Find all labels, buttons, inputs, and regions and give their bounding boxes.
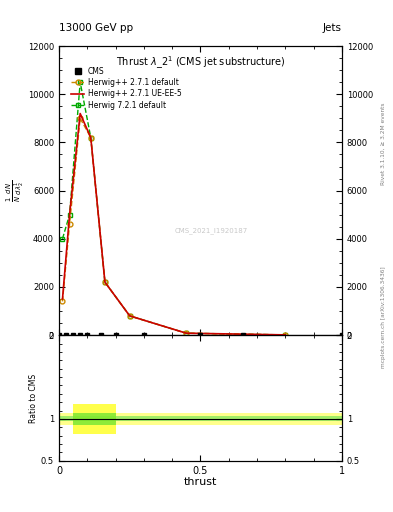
Text: 13000 GeV pp: 13000 GeV pp [59,23,133,33]
Bar [73,413,116,425]
X-axis label: thrust: thrust [184,477,217,487]
Y-axis label: Ratio to CMS: Ratio to CMS [29,373,38,422]
Text: CMS_2021_I1920187: CMS_2021_I1920187 [175,228,248,234]
Bar [73,404,116,434]
Bar [59,416,342,421]
Text: Thrust $\lambda\_2^1$ (CMS jet substructure): Thrust $\lambda\_2^1$ (CMS jet substruct… [116,55,285,71]
Text: Jets: Jets [323,23,342,33]
Bar [59,413,342,425]
Text: Rivet 3.1.10, ≥ 3.2M events: Rivet 3.1.10, ≥ 3.2M events [381,102,386,185]
Y-axis label: $\frac{1}{N}\,\frac{dN}{d\lambda_2^1}$: $\frac{1}{N}\,\frac{dN}{d\lambda_2^1}$ [5,180,26,202]
Legend: CMS, Herwig++ 2.7.1 default, Herwig++ 2.7.1 UE-EE-5, Herwig 7.2.1 default: CMS, Herwig++ 2.7.1 default, Herwig++ 2.… [68,65,184,112]
Text: mcplots.cern.ch [arXiv:1306.3436]: mcplots.cern.ch [arXiv:1306.3436] [381,267,386,368]
